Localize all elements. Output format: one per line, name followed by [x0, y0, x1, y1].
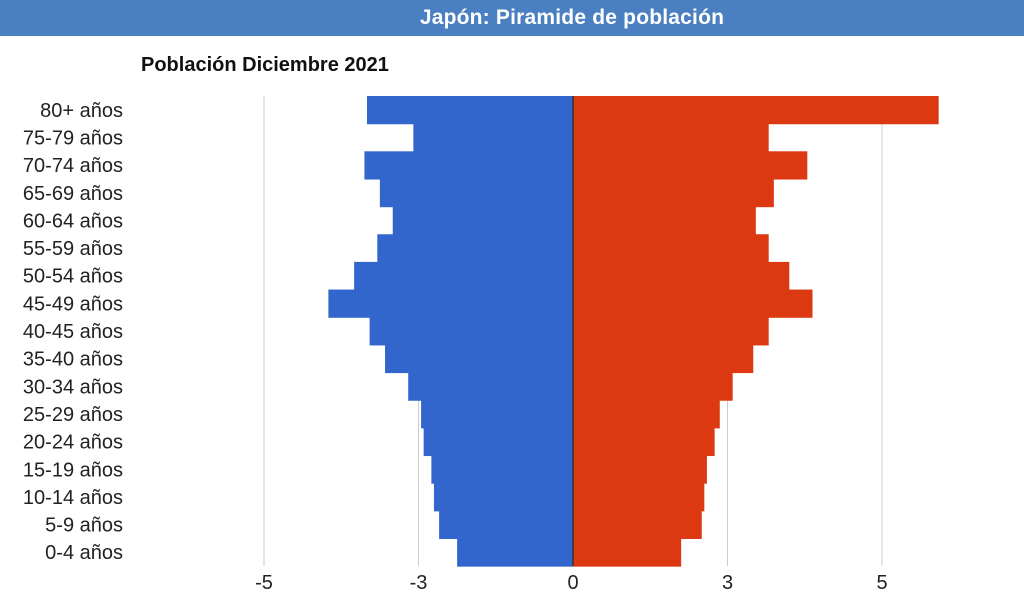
x-tick-label: -5	[255, 572, 273, 594]
bar-right	[573, 261, 790, 291]
bar-left	[364, 151, 573, 180]
header-title: Japón: Piramide de población	[419, 6, 725, 29]
x-tick-label: 0	[567, 572, 578, 594]
bar-left	[379, 178, 573, 208]
category-label: 75-79 años	[23, 127, 123, 149]
category-label: 40-45 años	[23, 321, 123, 343]
bar-right	[573, 427, 715, 457]
category-label: 0-4 años	[45, 542, 123, 564]
bar-left	[354, 261, 573, 291]
x-tick-label: 5	[876, 572, 887, 594]
category-label: 60-64 años	[23, 210, 123, 232]
bar-right	[573, 178, 774, 208]
x-tick-label: -3	[410, 572, 428, 594]
bar-right	[573, 206, 756, 235]
category-label: 10-14 años	[23, 487, 123, 509]
bar-left	[328, 289, 573, 318]
x-tick-label: 3	[722, 572, 733, 594]
bar-left	[369, 317, 573, 346]
bar-left	[421, 400, 573, 429]
bar-left	[413, 123, 573, 152]
category-label: 25-29 años	[23, 404, 123, 426]
bar-left	[423, 427, 573, 457]
bar-left	[408, 372, 573, 401]
bar-left	[377, 234, 573, 263]
chart-title: Población Diciembre 2021	[141, 54, 389, 76]
category-label: 45-49 años	[23, 293, 123, 315]
header-bar: Japón: Piramide de población	[0, 0, 1024, 36]
bar-right	[573, 483, 705, 512]
bar-left	[433, 483, 573, 512]
bar-right	[573, 400, 720, 429]
bar-left	[392, 206, 573, 235]
bar-left	[439, 510, 573, 539]
bar-right	[573, 372, 733, 401]
category-label: 80+ años	[40, 100, 123, 122]
bar-right	[573, 455, 707, 484]
bar-right	[573, 289, 813, 318]
category-label: 15-19 años	[23, 459, 123, 481]
bar-right	[573, 510, 702, 539]
category-label: 50-54 años	[23, 266, 123, 288]
category-label: 70-74 años	[23, 155, 123, 177]
category-label: 5-9 años	[45, 515, 123, 537]
bar-right	[573, 344, 754, 374]
bar-right	[573, 123, 769, 152]
bar-right	[573, 96, 939, 125]
bar-right	[573, 234, 769, 263]
category-label: 20-24 años	[23, 432, 123, 454]
category-label: 30-34 años	[23, 376, 123, 398]
bar-right	[573, 538, 682, 567]
bar-right	[573, 317, 769, 346]
bar-right	[573, 151, 808, 180]
bar-left	[385, 344, 573, 374]
bar-left	[431, 455, 573, 484]
category-label: 35-40 años	[23, 349, 123, 371]
bar-left	[367, 96, 573, 125]
bar-left	[457, 538, 573, 567]
category-label: 65-69 años	[23, 183, 123, 205]
category-label: 55-59 años	[23, 238, 123, 260]
